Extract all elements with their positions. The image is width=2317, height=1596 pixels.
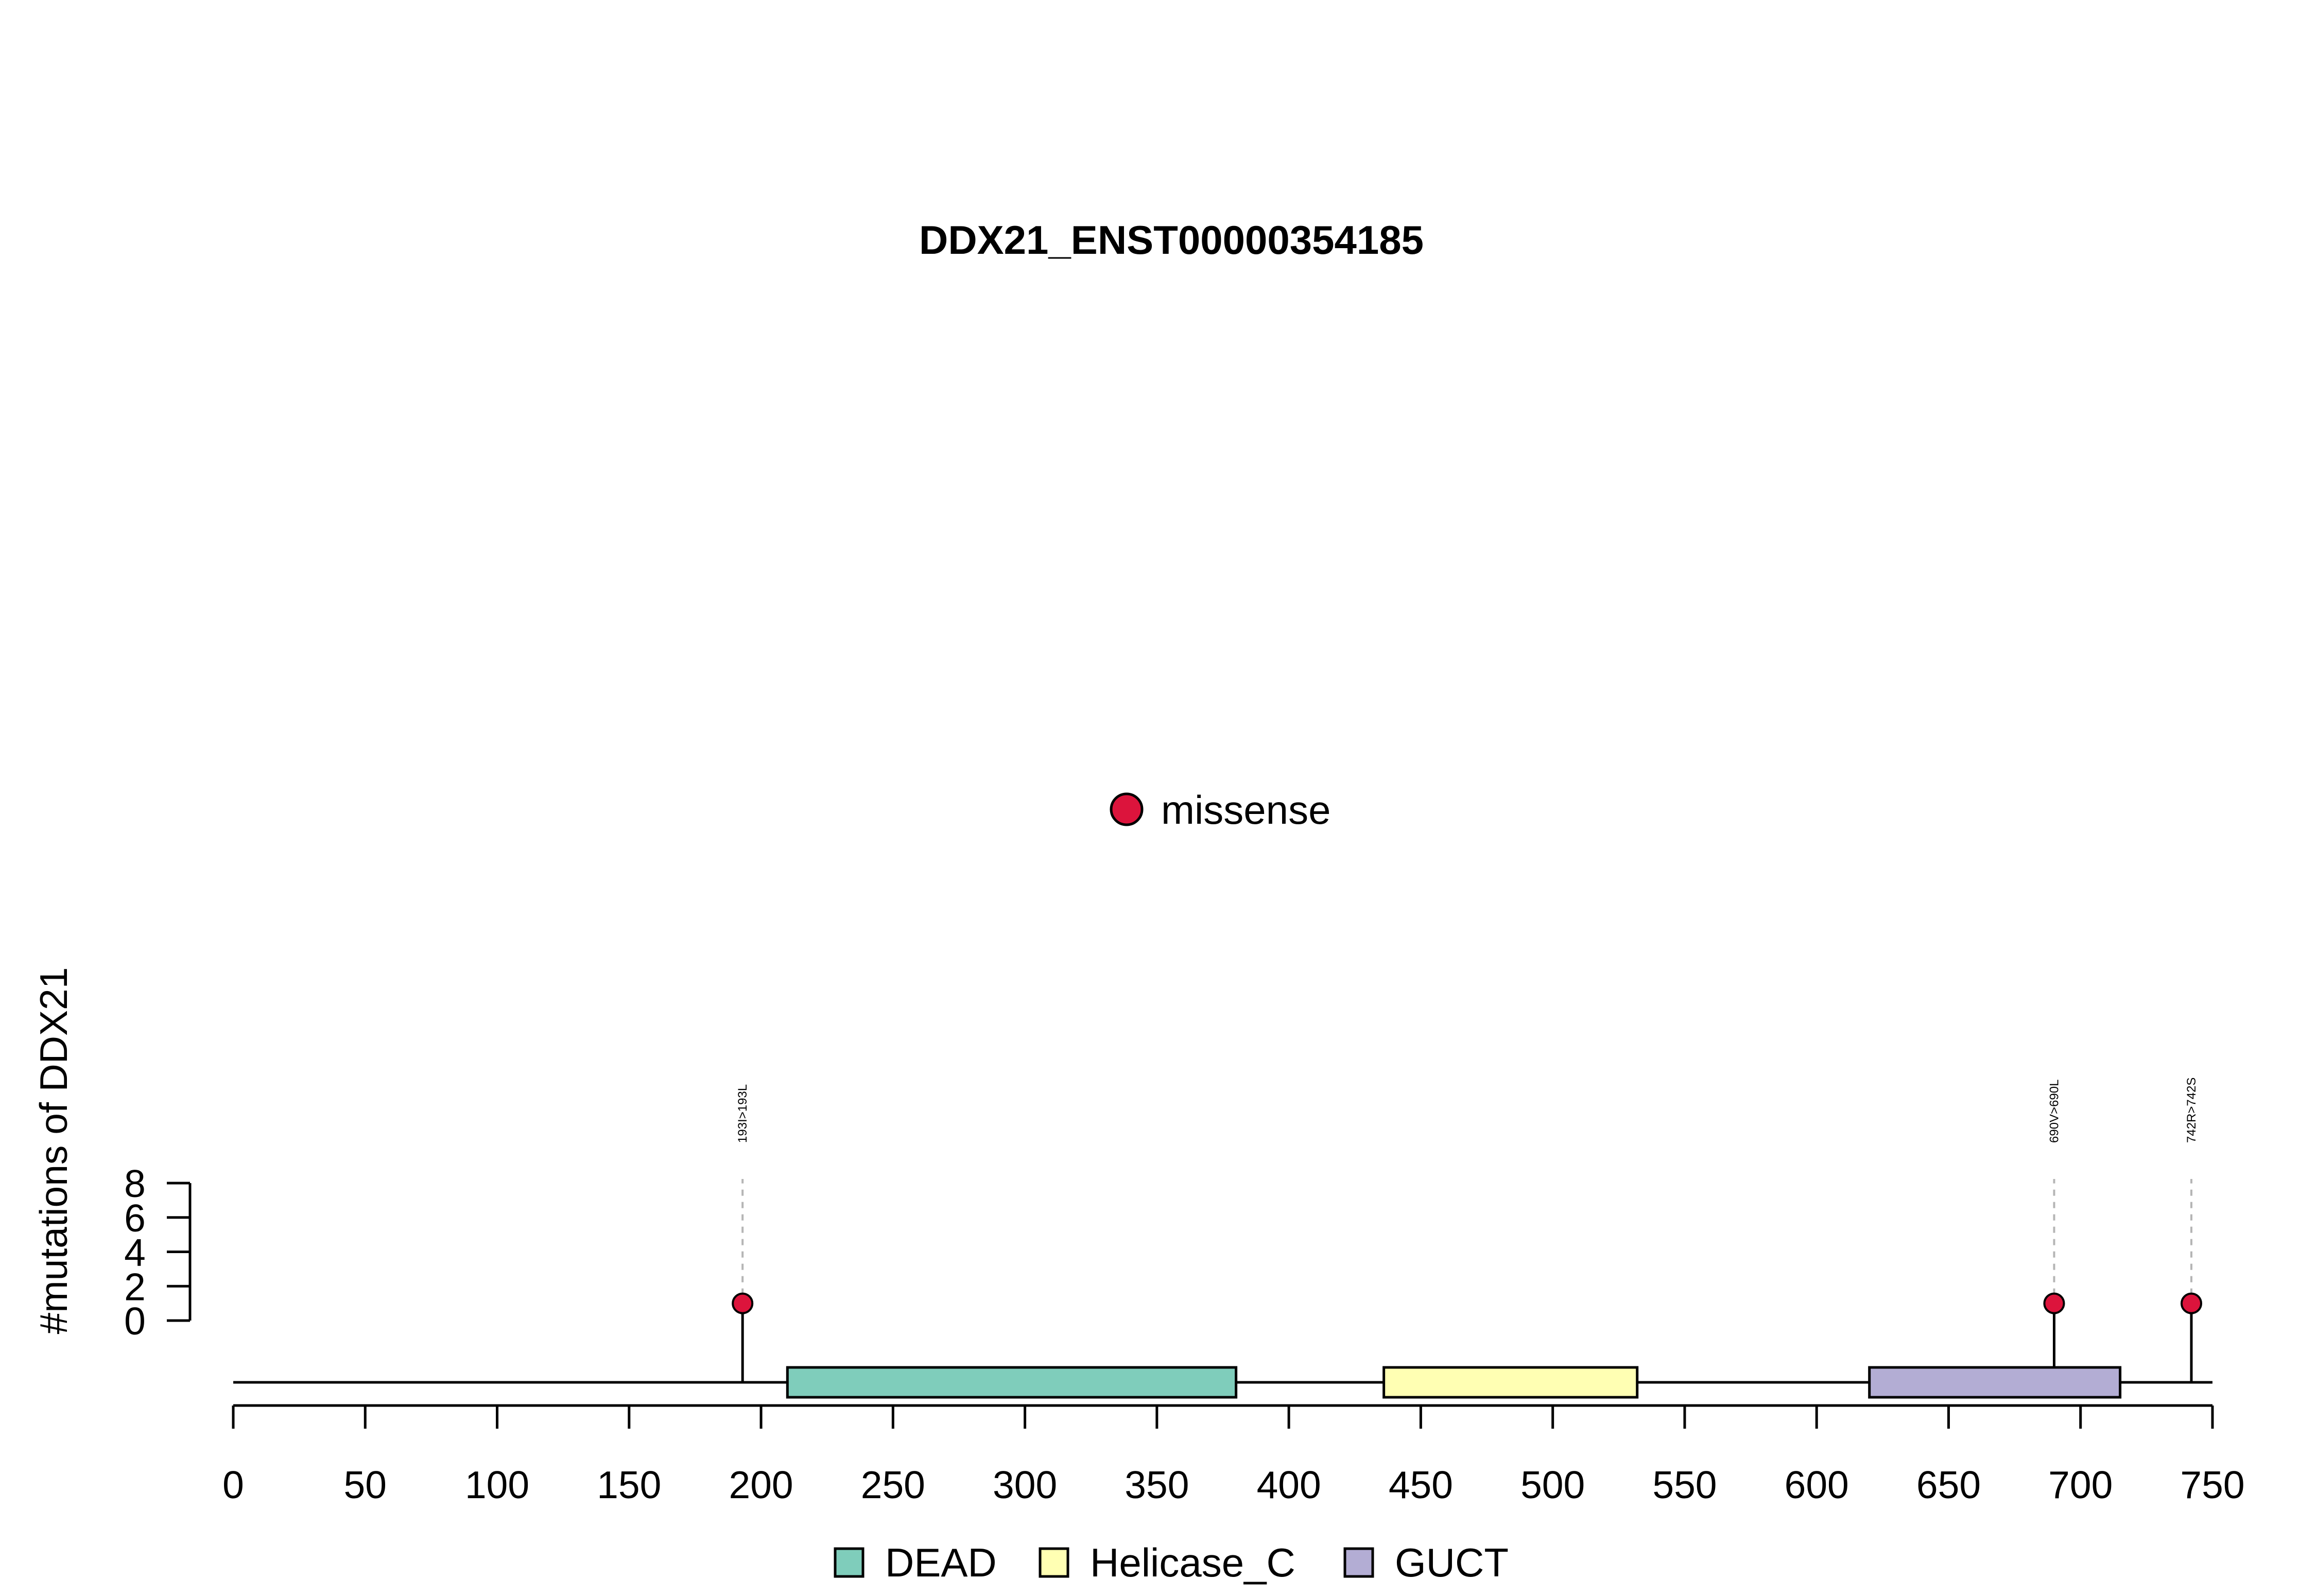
mutation-labels: 193I>193L 690V>690L 742R>742S xyxy=(736,1078,2199,1143)
legend-swatch-guct xyxy=(1343,1547,1374,1578)
legend-label-dead: DEAD xyxy=(885,1540,997,1585)
y-tick-label: 8 xyxy=(124,1162,146,1205)
x-tick-label: 550 xyxy=(1652,1463,1717,1506)
x-tick-label: 250 xyxy=(861,1463,925,1506)
mutation-label: 193I>193L xyxy=(736,1084,750,1143)
y-axis-label: #mutations of DDX21 xyxy=(32,967,75,1334)
lollipop-heads xyxy=(732,1292,2202,1314)
legend-swatch-helicase-c xyxy=(1039,1547,1069,1578)
legend-label-helicase-c: Helicase_C xyxy=(1090,1540,1295,1585)
mutation-label: 690V>690L xyxy=(2047,1080,2061,1143)
legend-missense-label: missense xyxy=(1161,787,1330,832)
y-tick-label: 4 xyxy=(124,1231,146,1274)
stems xyxy=(741,1179,2193,1382)
domains xyxy=(786,1366,2122,1399)
y-tick-label: 6 xyxy=(124,1196,146,1240)
x-tick-label: 700 xyxy=(2048,1463,2113,1506)
x-tick-label: 100 xyxy=(465,1463,529,1506)
x-tick-label: 600 xyxy=(1785,1463,1849,1506)
domain-dead xyxy=(786,1366,1238,1399)
x-tick-label: 50 xyxy=(344,1463,387,1506)
chart-title: DDX21_ENST00000354185 xyxy=(919,217,1424,263)
x-tick-label: 750 xyxy=(2180,1463,2244,1506)
domain-helicase-c xyxy=(1382,1366,1639,1399)
y-tick-label: 0 xyxy=(124,1299,146,1343)
legend-label-guct: GUCT xyxy=(1395,1540,1509,1585)
legend-missense-marker xyxy=(1110,792,1144,826)
x-tick-label: 150 xyxy=(597,1463,661,1506)
domain-legend: DEAD Helicase_C GUCT xyxy=(834,1540,1509,1585)
x-tick-label: 650 xyxy=(1916,1463,1981,1506)
mutation-head xyxy=(2043,1292,2065,1314)
x-tick-label: 400 xyxy=(1257,1463,1321,1506)
mutation-head xyxy=(2180,1292,2202,1314)
x-tick-label: 0 xyxy=(222,1463,244,1506)
x-tick-label: 200 xyxy=(729,1463,793,1506)
mutation-head xyxy=(732,1292,754,1314)
domain-guct xyxy=(1868,1366,2122,1399)
legend-swatch-dead xyxy=(834,1547,864,1578)
mutation-label: 742R>742S xyxy=(2185,1078,2199,1143)
x-tick-label: 350 xyxy=(1125,1463,1189,1506)
mutation-legend: missense xyxy=(1110,787,1330,832)
x-axis: 0 50 100 150 200 250 300 350 400 450 500 550 600 650 7… xyxy=(222,1404,2245,1506)
x-tick-label: 500 xyxy=(1520,1463,1585,1506)
x-tick-label: 450 xyxy=(1389,1463,1453,1506)
y-tick-label: 2 xyxy=(124,1265,146,1308)
x-tick-label: 300 xyxy=(993,1463,1057,1506)
